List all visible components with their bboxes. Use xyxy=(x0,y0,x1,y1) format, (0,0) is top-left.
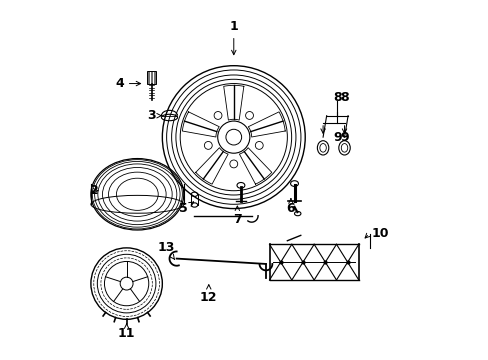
Text: 12: 12 xyxy=(200,285,217,305)
Circle shape xyxy=(255,141,263,149)
Text: 4: 4 xyxy=(115,77,141,90)
Text: 6: 6 xyxy=(286,199,295,215)
Text: 5: 5 xyxy=(179,202,193,215)
Text: 2: 2 xyxy=(90,184,99,197)
Text: 9: 9 xyxy=(332,131,341,144)
Text: 7: 7 xyxy=(232,206,241,226)
Text: 1: 1 xyxy=(229,20,238,55)
Text: 8: 8 xyxy=(340,91,348,104)
Circle shape xyxy=(245,112,253,120)
Text: 9: 9 xyxy=(340,131,348,144)
Circle shape xyxy=(214,112,222,120)
Text: 13: 13 xyxy=(157,241,174,260)
Circle shape xyxy=(204,141,212,149)
Text: 8: 8 xyxy=(332,91,341,104)
Text: 3: 3 xyxy=(147,109,162,122)
Text: 11: 11 xyxy=(118,324,135,340)
Bar xyxy=(147,71,156,84)
Text: 10: 10 xyxy=(371,227,388,240)
Circle shape xyxy=(229,160,237,168)
